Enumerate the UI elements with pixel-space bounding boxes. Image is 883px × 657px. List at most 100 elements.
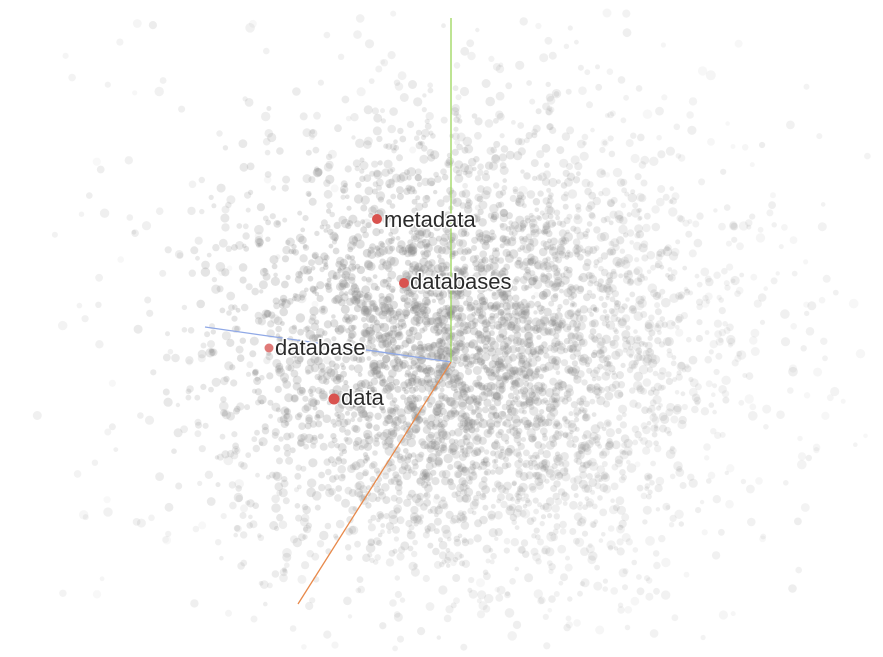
embedding-point[interactable] xyxy=(659,316,666,322)
embedding-point[interactable] xyxy=(462,136,473,147)
embedding-point[interactable] xyxy=(371,160,379,168)
embedding-point[interactable] xyxy=(547,213,554,220)
embedding-point[interactable] xyxy=(334,327,340,333)
embedding-point[interactable] xyxy=(607,276,614,284)
embedding-point[interactable] xyxy=(259,374,265,381)
embedding-point[interactable] xyxy=(423,320,431,328)
embedding-point[interactable] xyxy=(334,294,343,304)
embedding-point[interactable] xyxy=(583,430,592,439)
embedding-point[interactable] xyxy=(418,438,426,446)
embedding-point[interactable] xyxy=(536,473,547,484)
embedding-point[interactable] xyxy=(155,207,164,215)
embedding-point[interactable] xyxy=(623,232,629,238)
embedding-point[interactable] xyxy=(532,124,541,133)
embedding-point[interactable] xyxy=(415,515,422,523)
embedding-point[interactable] xyxy=(665,371,672,378)
embedding-point[interactable] xyxy=(378,340,387,349)
embedding-point[interactable] xyxy=(516,337,525,346)
embedding-point[interactable] xyxy=(572,443,577,449)
embedding-point[interactable] xyxy=(489,258,494,263)
embedding-point[interactable] xyxy=(392,416,402,426)
embedding-point[interactable] xyxy=(482,325,490,333)
embedding-point[interactable] xyxy=(492,301,502,311)
embedding-point[interactable] xyxy=(519,369,528,379)
embedding-point[interactable] xyxy=(435,293,444,301)
embedding-point[interactable] xyxy=(453,267,459,273)
embedding-point[interactable] xyxy=(338,474,346,482)
embedding-point[interactable] xyxy=(511,480,517,486)
embedding-point[interactable] xyxy=(452,282,459,289)
embedding-point[interactable] xyxy=(409,246,418,255)
embedding-point[interactable] xyxy=(301,644,307,650)
embedding-point[interactable] xyxy=(427,508,433,514)
embedding-point[interactable] xyxy=(374,554,382,561)
embedding-point[interactable] xyxy=(662,246,673,257)
embedding-point[interactable] xyxy=(131,229,139,237)
embedding-point[interactable] xyxy=(373,319,380,326)
embedding-point[interactable] xyxy=(394,483,403,492)
embedding-point[interactable] xyxy=(238,139,248,149)
embedding-point[interactable] xyxy=(240,303,249,312)
embedding-point[interactable] xyxy=(464,416,471,422)
embedding-point[interactable] xyxy=(437,392,445,400)
embedding-point[interactable] xyxy=(233,532,238,538)
embedding-point[interactable] xyxy=(647,347,653,353)
embedding-point[interactable] xyxy=(381,483,390,492)
embedding-point[interactable] xyxy=(440,444,447,452)
embedding-point[interactable] xyxy=(438,561,445,568)
embedding-point[interactable] xyxy=(379,258,386,265)
embedding-point[interactable] xyxy=(374,285,380,291)
embedding-point[interactable] xyxy=(483,572,491,581)
embedding-point[interactable] xyxy=(393,404,400,411)
embedding-point[interactable] xyxy=(522,401,528,406)
embedding-point[interactable] xyxy=(575,314,584,322)
embedding-point[interactable] xyxy=(301,513,310,523)
embedding-point[interactable] xyxy=(746,484,755,494)
embedding-point[interactable] xyxy=(471,470,477,476)
embedding-point[interactable] xyxy=(606,438,613,445)
embedding-point[interactable] xyxy=(534,345,543,355)
embedding-point[interactable] xyxy=(545,201,553,208)
embedding-point[interactable] xyxy=(588,457,597,467)
embedding-point[interactable] xyxy=(362,231,369,239)
embedding-point[interactable] xyxy=(424,484,433,493)
embedding-point[interactable] xyxy=(463,433,471,441)
embedding-point[interactable] xyxy=(726,323,734,332)
embedding-point[interactable] xyxy=(545,230,553,238)
embedding-point[interactable] xyxy=(547,219,556,228)
embedding-point[interactable] xyxy=(453,116,460,123)
embedding-point[interactable] xyxy=(392,314,399,321)
embedding-point[interactable] xyxy=(393,536,399,542)
embedding-point[interactable] xyxy=(261,111,271,122)
embedding-point[interactable] xyxy=(577,446,586,455)
embedding-point[interactable] xyxy=(667,267,673,272)
embedding-point[interactable] xyxy=(372,305,380,312)
embedding-point[interactable] xyxy=(617,391,624,398)
embedding-point[interactable] xyxy=(475,406,483,414)
embedding-point[interactable] xyxy=(225,201,232,209)
embedding-point[interactable] xyxy=(502,178,508,183)
embedding-point[interactable] xyxy=(633,311,644,322)
embedding-point[interactable] xyxy=(520,310,530,320)
embedding-point[interactable] xyxy=(537,538,544,546)
embedding-point[interactable] xyxy=(408,377,415,384)
embedding-point[interactable] xyxy=(185,388,192,395)
embedding-point[interactable] xyxy=(307,388,314,394)
highlighted-point-metadata[interactable]: metadata xyxy=(372,206,478,234)
embedding-point[interactable] xyxy=(653,587,660,595)
embedding-point[interactable] xyxy=(472,461,480,470)
embedding-point[interactable] xyxy=(365,276,372,283)
embedding-point[interactable] xyxy=(494,304,500,310)
embedding-point[interactable] xyxy=(493,412,500,419)
embedding-point[interactable] xyxy=(527,257,535,265)
embedding-point[interactable] xyxy=(561,416,568,423)
embedding-point[interactable] xyxy=(573,451,582,460)
embedding-point[interactable] xyxy=(240,462,248,470)
embedding-point[interactable] xyxy=(548,435,557,444)
embedding-point[interactable] xyxy=(211,203,217,209)
embedding-point[interactable] xyxy=(589,398,596,405)
embedding-point[interactable] xyxy=(402,272,411,280)
embedding-point[interactable] xyxy=(388,514,399,525)
embedding-point[interactable] xyxy=(235,307,241,313)
embedding-point[interactable] xyxy=(596,396,606,406)
